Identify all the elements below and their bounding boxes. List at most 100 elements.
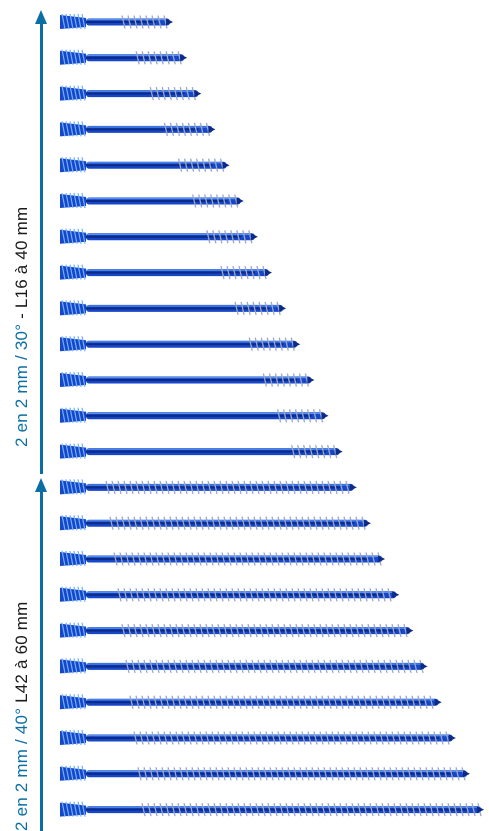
screw-thread bbox=[403, 731, 408, 745]
screw-thread bbox=[439, 731, 444, 745]
screw-thread bbox=[137, 659, 142, 674]
screw-tip bbox=[406, 627, 414, 635]
screw-thread bbox=[169, 516, 174, 530]
screw-thread bbox=[273, 802, 278, 817]
screw-thread bbox=[275, 552, 280, 566]
screw-thread bbox=[127, 15, 132, 29]
screw-thread bbox=[113, 552, 118, 566]
screw-head-thread bbox=[77, 694, 82, 710]
screw-shaft-highlight bbox=[86, 305, 280, 307]
screw-thread bbox=[321, 480, 326, 495]
screw-thread bbox=[309, 444, 314, 459]
screw-head-thread bbox=[81, 515, 86, 531]
screw-50mm bbox=[60, 622, 414, 638]
screw-thread bbox=[311, 552, 316, 566]
screw-head-thread bbox=[69, 300, 74, 316]
screw-thread bbox=[149, 659, 154, 674]
screw-shaft-shadow bbox=[86, 808, 468, 811]
screw-thread bbox=[321, 444, 326, 459]
screw-shaft-shadow bbox=[86, 772, 453, 775]
screw-thread bbox=[249, 588, 254, 602]
screw-thread bbox=[175, 122, 181, 137]
screw-thread bbox=[379, 731, 384, 745]
screw-thread bbox=[313, 623, 318, 638]
screw-thread bbox=[381, 802, 386, 817]
screw-thread bbox=[133, 15, 138, 29]
screw-thread bbox=[315, 444, 320, 459]
screw-head-thread bbox=[77, 550, 82, 567]
screw-thread bbox=[321, 695, 326, 709]
screw-thread bbox=[407, 767, 412, 781]
screw-head-thread bbox=[69, 658, 74, 674]
screw-thread bbox=[257, 767, 262, 781]
screw-thread bbox=[365, 659, 370, 674]
screw-thread bbox=[185, 659, 190, 674]
screw-thread bbox=[179, 659, 184, 674]
screw-thread bbox=[117, 480, 122, 495]
screw-thread bbox=[282, 409, 288, 423]
screw-shaft-shadow bbox=[86, 450, 326, 453]
screw-thread bbox=[139, 15, 144, 29]
screw-thread bbox=[291, 802, 296, 817]
screw-thread bbox=[245, 552, 250, 566]
screw-thread bbox=[371, 767, 376, 781]
screw-thread bbox=[337, 731, 342, 745]
screw-thread bbox=[318, 409, 324, 423]
screw-thread bbox=[303, 588, 308, 602]
screw-thread bbox=[303, 695, 308, 709]
screw-thread bbox=[198, 194, 203, 208]
screw-thread bbox=[379, 623, 384, 638]
screw-thread bbox=[207, 588, 212, 602]
screw-thread bbox=[297, 588, 302, 602]
screw-thread bbox=[309, 480, 314, 495]
screw-thread bbox=[417, 695, 422, 709]
screw-thread bbox=[253, 731, 258, 745]
screw-thread bbox=[262, 265, 267, 280]
screw-head-thread bbox=[69, 371, 74, 388]
screw-thread bbox=[177, 802, 182, 817]
screw-tip bbox=[293, 340, 301, 348]
screw-thread bbox=[147, 480, 152, 495]
screw-thread bbox=[283, 516, 288, 530]
screw-thread bbox=[203, 659, 208, 674]
screw-thread bbox=[189, 695, 194, 709]
screw-thread bbox=[401, 659, 406, 674]
screw-thread bbox=[343, 516, 348, 530]
screw-thread bbox=[191, 659, 196, 674]
screw-thread bbox=[367, 731, 372, 745]
screw-shaft-highlight bbox=[86, 269, 265, 271]
screw-thread bbox=[401, 767, 406, 781]
screw-thread bbox=[285, 480, 290, 495]
screw-thread bbox=[207, 480, 212, 495]
screw-thread bbox=[141, 588, 146, 602]
screw-thread bbox=[361, 516, 366, 530]
screw-thread bbox=[343, 731, 348, 745]
screw-thread bbox=[205, 516, 210, 530]
screw-thread bbox=[353, 767, 358, 781]
screw-thread bbox=[280, 373, 286, 387]
screw-thread bbox=[395, 659, 400, 674]
screw-shaft-shadow bbox=[86, 486, 340, 489]
screw-thread bbox=[129, 480, 134, 495]
screw-shaft-highlight bbox=[86, 162, 223, 164]
screw-thread bbox=[215, 767, 220, 781]
screw-thread bbox=[171, 695, 176, 709]
screw-thread bbox=[199, 731, 204, 745]
screw-thread bbox=[427, 731, 432, 745]
screw-thread bbox=[247, 516, 252, 530]
screw-thread bbox=[389, 659, 394, 674]
screw-thread bbox=[289, 516, 294, 530]
screw-thread bbox=[237, 480, 242, 495]
screw-thread bbox=[299, 552, 304, 566]
screw-head-thread bbox=[77, 336, 82, 352]
screw-34mm bbox=[60, 336, 301, 352]
screw-thread bbox=[239, 659, 244, 674]
screw-head-thread bbox=[61, 586, 66, 602]
screw-tip bbox=[349, 483, 357, 491]
screw-head-thread bbox=[73, 515, 78, 531]
screw-thread bbox=[167, 767, 172, 781]
screw-head-thread bbox=[61, 407, 66, 423]
screw-thread bbox=[179, 767, 184, 781]
screw-thread bbox=[225, 802, 230, 817]
screw-thread bbox=[403, 623, 408, 638]
